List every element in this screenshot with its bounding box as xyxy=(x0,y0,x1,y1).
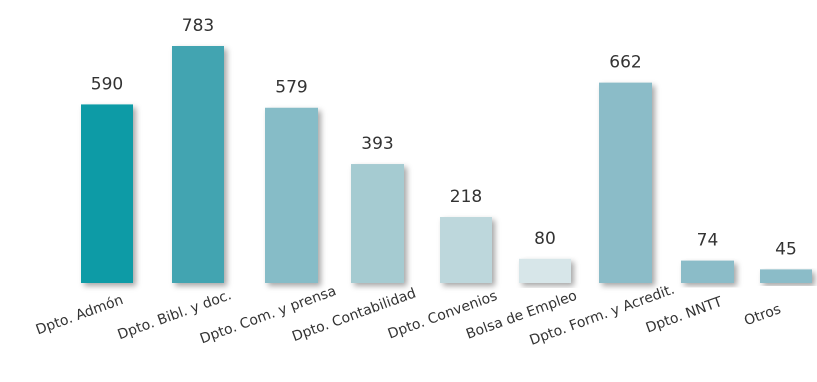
bar-8 xyxy=(681,260,734,283)
bars-group xyxy=(81,46,812,284)
category-label-1: Dpto. Admón xyxy=(34,292,126,338)
value-label-8: 74 xyxy=(697,231,719,251)
bar-9 xyxy=(760,269,812,283)
value-label-4: 393 xyxy=(361,134,393,154)
bar-5 xyxy=(440,217,492,283)
bar-4 xyxy=(351,164,404,283)
bar-1 xyxy=(81,104,133,283)
bar-2 xyxy=(172,46,224,283)
value-label-9: 45 xyxy=(775,239,797,259)
bar-3 xyxy=(265,107,318,283)
value-label-2: 783 xyxy=(182,16,214,36)
value-label-6: 80 xyxy=(534,229,556,249)
category-label-7: Dpto. Form. y Acredit. xyxy=(527,282,676,349)
bar-6 xyxy=(519,258,571,283)
value-label-5: 218 xyxy=(450,187,482,207)
value-label-3: 579 xyxy=(275,78,307,98)
bar-7 xyxy=(599,82,652,284)
value-labels-group: 590 783 579 393 218 80 662 74 45 xyxy=(91,16,797,259)
value-label-1: 590 xyxy=(91,74,123,94)
value-label-7: 662 xyxy=(609,53,641,73)
category-label-9: Otros xyxy=(742,301,783,329)
